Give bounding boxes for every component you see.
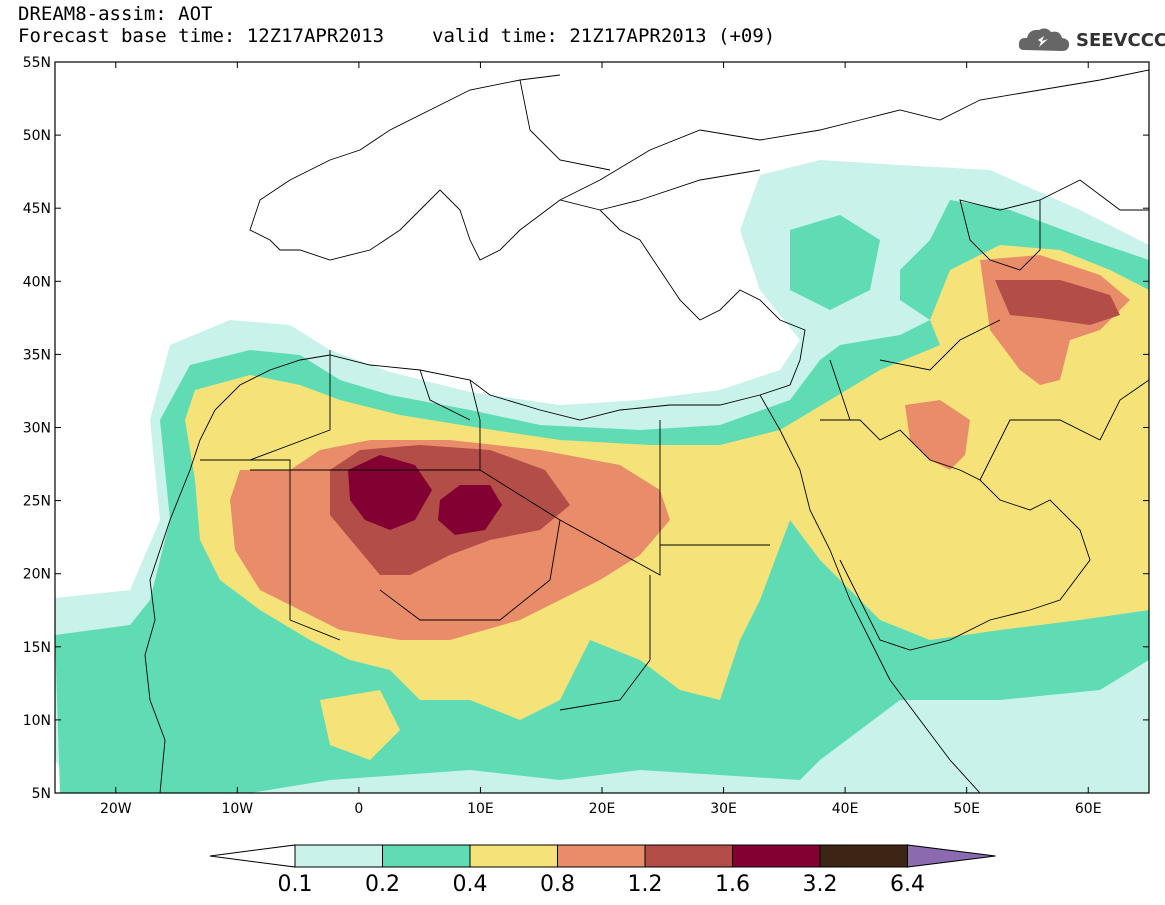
colorbar-under-arrow [209, 844, 296, 868]
lon-tick-label: 30E [710, 801, 737, 817]
colorbar: 0.1 0.2 0.4 0.8 1.2 1.6 3.2 6.4 [209, 844, 996, 897]
seevccc-logo: SEEVCCC [1018, 24, 1165, 56]
lat-tick-label: 50N [23, 128, 51, 144]
aot-field [55, 62, 1149, 793]
colorbar-level-label: 0.1 [278, 872, 313, 897]
lat-tick-label: 45N [23, 201, 51, 217]
colorbar-segment [469, 844, 558, 868]
colorbar-segment [732, 844, 821, 868]
lat-tick-label: 5N [32, 786, 51, 802]
colorbar-segment [819, 844, 908, 868]
colorbar-level-label: 0.8 [540, 872, 575, 897]
lon-tick-label: 50E [953, 801, 980, 817]
colorbar-level-label: 0.2 [365, 872, 400, 897]
lon-tick-label: 0 [354, 801, 363, 817]
lat-tick-label: 40N [23, 274, 51, 290]
colorbar-level-label: 1.2 [628, 872, 663, 897]
cloud-icon [1018, 28, 1070, 51]
longitude-ticks: 20W 10W 0 10E 20E 30E 40E 50E 60E [100, 62, 1102, 817]
lon-tick-label: 20E [589, 801, 616, 817]
lon-tick-label: 20W [100, 801, 132, 817]
lat-tick-label: 10N [23, 713, 51, 729]
colorbar-level-label: 3.2 [803, 872, 838, 897]
coastlines [144, 69, 1149, 793]
lat-tick-label: 15N [23, 640, 51, 656]
lon-tick-label: 10W [221, 801, 253, 817]
valid-time: valid time: 21Z17APR2013 (+09) [432, 25, 776, 47]
lon-tick-label: 10E [467, 801, 494, 817]
latitude-ticks: 5N 10N 15N 20N 25N 30N 35N 40N 45N 50N 55N [23, 55, 1149, 802]
colorbar-level-label: 0.4 [453, 872, 488, 897]
logo-text: SEEVCCC [1076, 30, 1165, 51]
colorbar-segment [644, 844, 733, 868]
colorbar-level-label: 1.6 [715, 872, 750, 897]
forecast-times: Forecast base time: 12Z17APR2013 valid ti… [18, 25, 775, 47]
lon-tick-label: 40E [832, 801, 859, 817]
colorbar-segment [382, 844, 471, 868]
lat-tick-label: 55N [23, 55, 51, 71]
map-title: DREAM8-assim: AOT [18, 3, 213, 25]
lon-tick-label: 60E [1075, 801, 1102, 817]
colorbar-segment [557, 844, 646, 868]
colorbar-segment [294, 844, 383, 868]
lat-tick-label: 25N [23, 494, 51, 510]
lat-tick-label: 20N [23, 567, 51, 583]
base-time: Forecast base time: 12Z17APR2013 [18, 25, 385, 47]
colorbar-level-label: 6.4 [890, 872, 925, 897]
colorbar-over-arrow [907, 844, 996, 868]
lat-tick-label: 30N [23, 421, 51, 437]
lat-tick-label: 35N [23, 347, 51, 363]
